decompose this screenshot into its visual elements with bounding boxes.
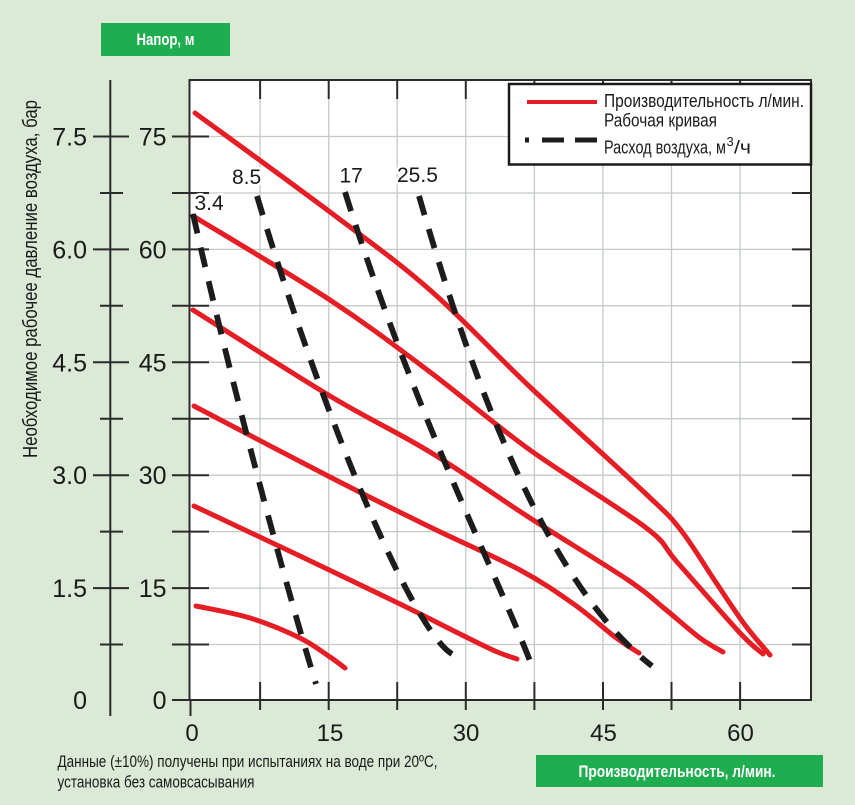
svg-text:Рабочая кривая: Рабочая кривая — [604, 111, 717, 131]
svg-text:0: 0 — [185, 720, 198, 747]
svg-text:60: 60 — [727, 720, 754, 747]
svg-text:/ч: /ч — [734, 138, 751, 158]
svg-text:1.5: 1.5 — [52, 575, 87, 603]
svg-text:75: 75 — [139, 124, 167, 152]
svg-text:15: 15 — [139, 575, 167, 603]
svg-text:17: 17 — [340, 165, 363, 188]
svg-text:3: 3 — [727, 134, 734, 149]
svg-text:Расход воздуха, м: Расход воздуха, м — [604, 138, 726, 158]
svg-text:Необходимое рабочее давление в: Необходимое рабочее давление воздуха, ба… — [20, 100, 42, 458]
svg-text:8.5: 8.5 — [232, 166, 261, 189]
svg-text:6.0: 6.0 — [52, 236, 87, 264]
svg-text:15: 15 — [317, 720, 344, 747]
svg-text:0: 0 — [153, 687, 167, 715]
svg-text:45: 45 — [139, 349, 167, 377]
svg-text:3.4: 3.4 — [195, 192, 225, 215]
svg-text:0: 0 — [73, 687, 87, 715]
svg-text:25.5: 25.5 — [397, 164, 438, 187]
svg-text:Данные (±10%) получены при исп: Данные (±10%) получены при испытаниях на… — [58, 752, 438, 771]
svg-text:Производительность, л/мин.: Производительность, л/мин. — [579, 762, 776, 781]
svg-text:3.0: 3.0 — [52, 462, 87, 490]
svg-text:45: 45 — [590, 720, 617, 747]
svg-text:30: 30 — [453, 720, 480, 747]
svg-text:30: 30 — [139, 462, 167, 490]
svg-text:Производительность л/мин.: Производительность л/мин. — [604, 91, 804, 111]
svg-text:4.5: 4.5 — [52, 349, 87, 377]
svg-text:установка без самовсасывания: установка без самовсасывания — [58, 773, 255, 792]
svg-text:7.5: 7.5 — [52, 124, 87, 152]
svg-text:Напор, м: Напор, м — [137, 30, 195, 49]
svg-text:60: 60 — [139, 236, 167, 264]
